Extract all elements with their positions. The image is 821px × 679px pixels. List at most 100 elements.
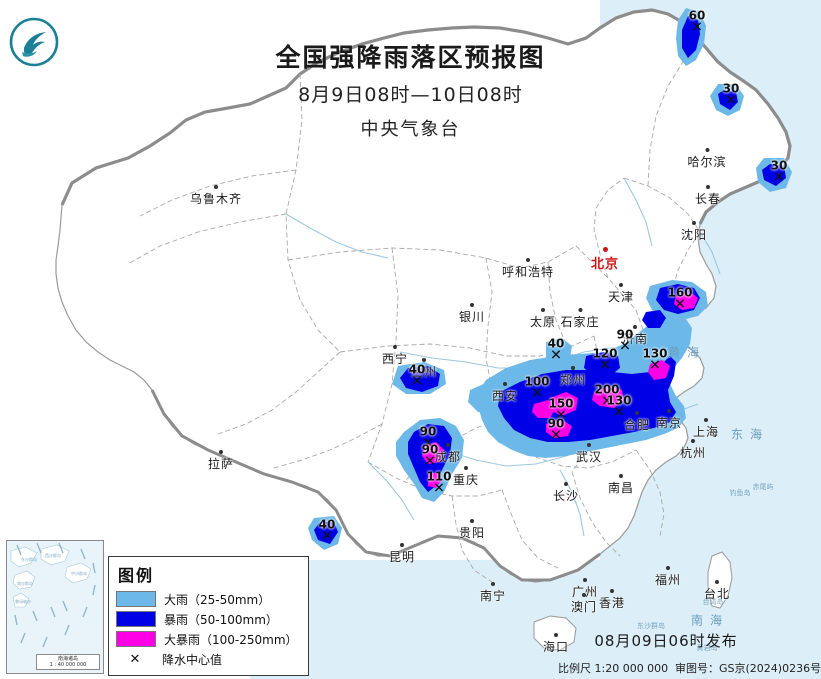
city-dot-icon — [634, 411, 639, 415]
city-name: 北京 — [590, 257, 620, 272]
precip-center-cross-icon: ✕ — [555, 407, 567, 424]
precip-center-marker: 60 ✕ — [689, 10, 706, 35]
city-dot-icon — [490, 582, 495, 586]
precip-center-marker: 90 ✕ — [617, 329, 634, 354]
legend-cross-icon: ✕ — [129, 651, 141, 667]
precip-center-marker: 30 ✕ — [723, 83, 740, 108]
city-dot-icon — [665, 566, 670, 570]
city-dot-icon — [632, 325, 637, 329]
minor-island-label: 黄岩岛 — [696, 644, 718, 652]
city-label: 石家庄 — [560, 308, 599, 330]
precip-center-marker: 30 ✕ — [771, 160, 788, 185]
precip-center-marker: 130 ✕ — [642, 348, 667, 373]
city-dot-icon — [445, 443, 450, 447]
city-dot-icon — [577, 308, 582, 312]
precip-center-value: 40 — [547, 336, 565, 351]
city-label: 台北 — [704, 580, 730, 602]
precip-center-marker: 160 ✕ — [667, 287, 692, 312]
precip-center-cross-icon: ✕ — [424, 453, 436, 470]
precip-center-value: 200 — [594, 382, 620, 397]
national-border — [60, 8, 792, 225]
inset-scale-value: 1 : 40 000 000 — [49, 662, 87, 668]
legend-item: 暴雨（50-100mm） — [116, 609, 301, 629]
city-name: 银川 — [458, 310, 486, 324]
city-name: 台北 — [703, 587, 731, 601]
minor-island-label: 钓鱼岛 — [729, 489, 751, 497]
city-label: 兰州 — [411, 358, 437, 380]
city-dot-icon — [392, 345, 397, 349]
city-name: 石家庄 — [560, 315, 600, 329]
city-name: 呼和浩特 — [501, 265, 555, 279]
sea-label: 东海 — [730, 427, 770, 442]
precip-center-value: 130 — [606, 393, 632, 408]
city-dot-icon — [618, 474, 623, 478]
city-dot-icon — [602, 247, 608, 252]
city-name: 海口 — [542, 640, 570, 654]
city-dot-icon — [399, 543, 404, 547]
svg-text:南沙群岛: 南沙群岛 — [17, 580, 33, 586]
precip-band-heavy-rainstorm — [422, 292, 698, 488]
minor-island-label: 台湾岛 — [702, 598, 724, 606]
precip-center-cross-icon: ✕ — [613, 404, 625, 421]
precip-center-marker: 40 ✕ — [409, 364, 426, 389]
city-dot-icon — [714, 580, 719, 584]
precip-center-value: 30 — [770, 158, 788, 173]
city-label: 西安 — [492, 382, 518, 404]
city-label: 北京 — [591, 247, 619, 272]
precip-center-marker: 90 ✕ — [422, 444, 439, 469]
city-label: 广州 — [572, 578, 598, 600]
legend-color-swatch — [116, 591, 156, 607]
city-name: 合肥 — [623, 418, 651, 432]
precip-center-value: 160 — [667, 285, 693, 300]
legend-item-label: 降水中心值 — [162, 652, 223, 667]
precip-center-cross-icon: ✕ — [433, 480, 445, 497]
city-name: 西宁 — [381, 352, 409, 366]
city-name: 南宁 — [479, 589, 507, 603]
city-name: 昆明 — [388, 550, 416, 564]
city-dot-icon — [502, 382, 507, 386]
city-name: 上海 — [692, 425, 720, 439]
legend-box: 图例 大雨（25-50mm） 暴雨（50-100mm） 大暴雨（100-250mm）… — [108, 556, 309, 676]
city-name: 沈阳 — [680, 228, 708, 242]
city-name: 南昌 — [607, 481, 635, 495]
map-scale-text: 比例尺 1:20 000 000 — [558, 662, 669, 675]
precip-center-marker: 200 ✕ — [594, 384, 619, 409]
city-dot-icon — [690, 439, 695, 443]
city-name: 广州 — [571, 585, 599, 599]
city-dot-icon — [666, 409, 671, 413]
precip-center-value: 90 — [419, 424, 437, 439]
city-dot-icon — [463, 466, 468, 470]
legend-item: 大雨（25-50mm） — [116, 589, 301, 609]
city-dot-icon — [218, 450, 223, 454]
city-dot-icon — [570, 366, 575, 370]
precip-center-cross-icon: ✕ — [550, 427, 562, 444]
inset-scale-title: 南海诸岛 — [57, 656, 78, 662]
precip-center-cross-icon: ✕ — [649, 357, 661, 374]
legend-item-label: 暴雨（50-100mm） — [164, 612, 278, 627]
taiwan-island — [707, 551, 733, 609]
precip-center-cross-icon: ✕ — [422, 435, 434, 452]
approval-number-text: 审图号：GS京(2024)0236号 — [675, 662, 821, 675]
precip-center-value: 40 — [408, 362, 426, 377]
city-label: 上海 — [693, 418, 719, 440]
precip-center-value: 90 — [421, 442, 439, 457]
city-name: 长春 — [694, 192, 722, 206]
city-label: 南宁 — [480, 582, 506, 604]
precip-center-marker: 90 ✕ — [548, 418, 565, 443]
city-label: 香港 — [599, 589, 625, 611]
city-label: 澳门 — [571, 593, 597, 615]
city-dot-icon — [705, 185, 710, 189]
precip-center-cross-icon: ✕ — [773, 169, 785, 186]
city-label: 杭州 — [680, 439, 706, 461]
minor-island-label: 赤尾屿 — [752, 483, 774, 491]
precip-center-value: 90 — [616, 327, 634, 342]
city-label: 成都 — [435, 443, 461, 465]
city-dot-icon — [469, 303, 474, 307]
city-label: 长春 — [695, 185, 721, 207]
south-china-sea-inset: 东沙群岛 西沙群岛 中沙群岛 南沙群岛 曾母暗沙 南海诸岛 1 : 40 000… — [6, 540, 104, 674]
city-name: 乌鲁木齐 — [189, 192, 243, 206]
legend-color-swatch — [116, 631, 156, 647]
precip-center-cross-icon: ✕ — [725, 92, 737, 109]
